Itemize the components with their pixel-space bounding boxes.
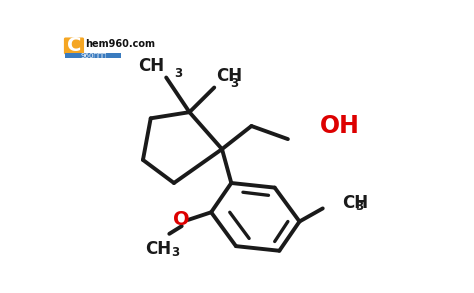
Text: C: C <box>67 36 81 55</box>
Bar <box>65 53 121 58</box>
FancyBboxPatch shape <box>64 38 84 54</box>
Text: 3: 3 <box>172 246 180 259</box>
Text: CH: CH <box>146 240 172 258</box>
Text: OH: OH <box>319 114 359 138</box>
Text: 3: 3 <box>174 67 182 80</box>
Text: CH: CH <box>217 67 243 85</box>
Text: 960化工网: 960化工网 <box>80 52 107 59</box>
Text: 3: 3 <box>230 77 238 90</box>
Text: hem960.com: hem960.com <box>85 39 155 49</box>
Text: CH: CH <box>342 194 368 212</box>
Text: O: O <box>173 210 190 229</box>
Text: 3: 3 <box>356 200 364 213</box>
Text: CH: CH <box>138 57 164 75</box>
